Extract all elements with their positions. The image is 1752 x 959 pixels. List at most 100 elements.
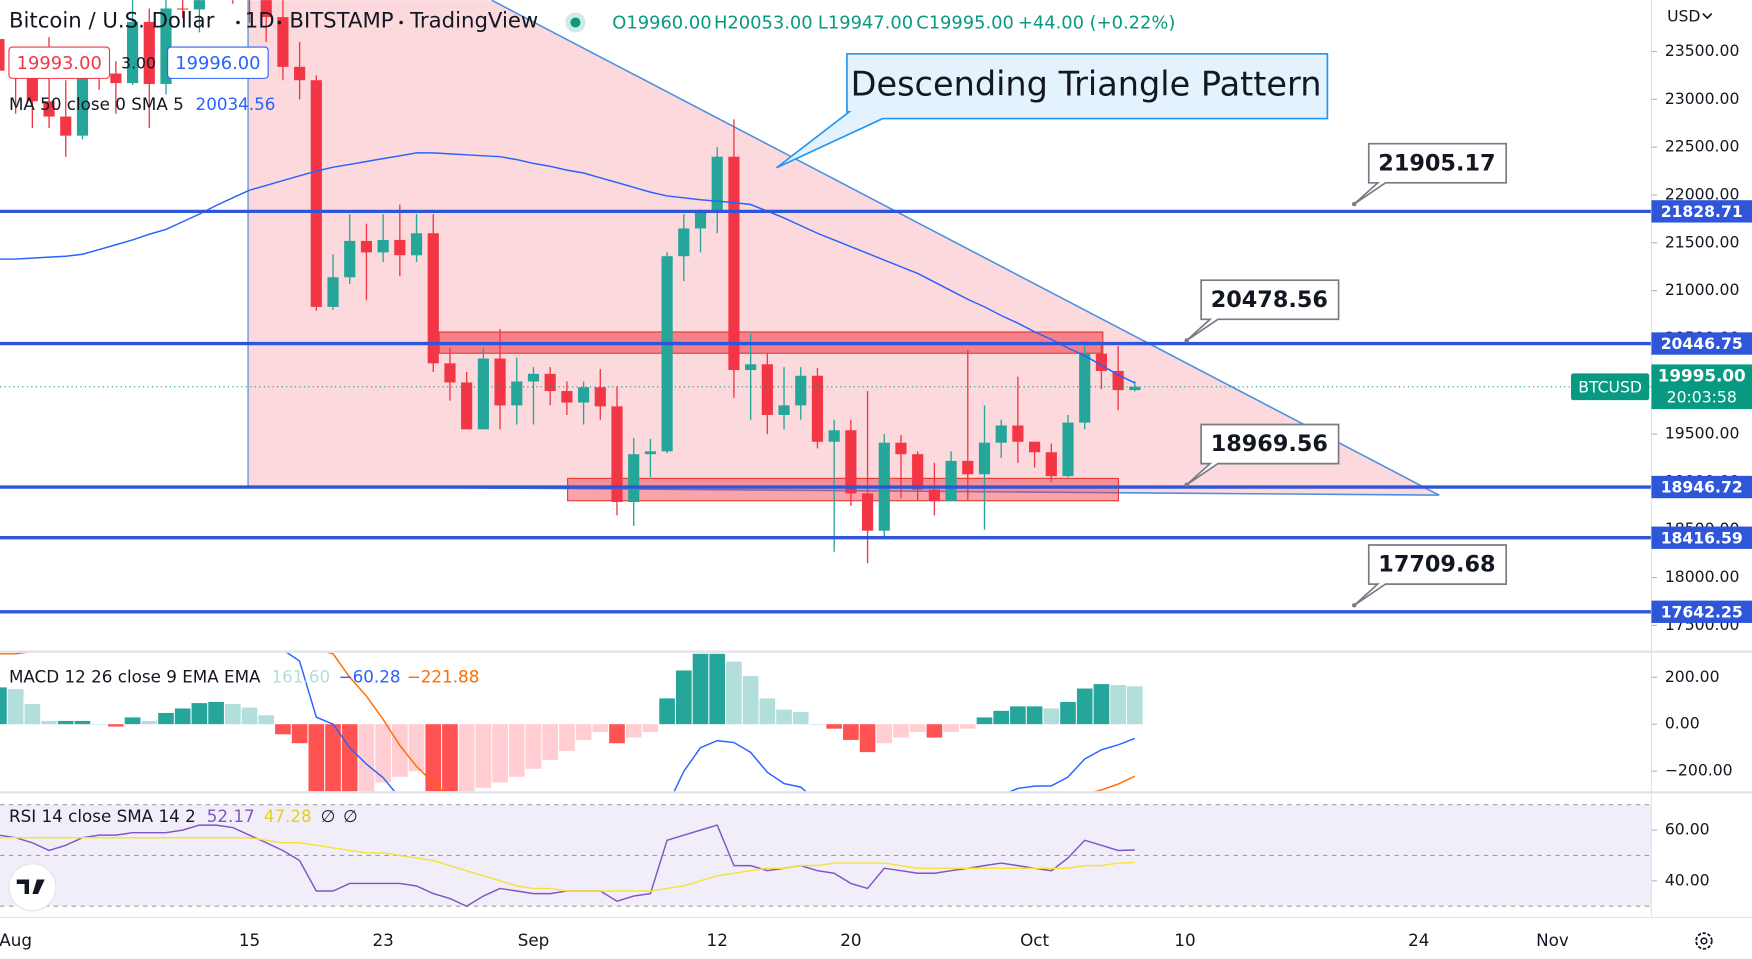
source: TradingView bbox=[409, 8, 538, 33]
rsi-extra: ∅ bbox=[321, 806, 336, 826]
macd-bar bbox=[542, 724, 559, 760]
macd-bar bbox=[1093, 684, 1110, 725]
candle-body bbox=[995, 425, 1007, 443]
y-tick-label: 40.00 bbox=[1665, 870, 1710, 889]
macd-bar bbox=[609, 724, 625, 744]
macd-bar bbox=[341, 724, 358, 792]
last-price-tag bbox=[1651, 364, 1752, 410]
logo bbox=[16, 879, 45, 895]
macd-bar bbox=[1076, 688, 1093, 725]
callout-box bbox=[1353, 142, 1508, 205]
candle-body bbox=[260, 0, 272, 18]
macd-bar bbox=[943, 724, 959, 732]
candle-body bbox=[377, 239, 389, 253]
candle-body bbox=[1045, 452, 1057, 477]
rsi-line bbox=[0, 836, 1135, 892]
macd-bar bbox=[291, 724, 308, 744]
ask: 19996.00 bbox=[175, 53, 260, 74]
triangle-area bbox=[248, 0, 1440, 496]
callout-box bbox=[1186, 279, 1340, 342]
macd-bar bbox=[158, 712, 174, 725]
candle-body bbox=[1029, 441, 1041, 453]
level-tag-label: 21828.71 bbox=[1661, 202, 1743, 221]
callout-label: 17709.68 bbox=[1378, 552, 1495, 578]
candle-body bbox=[1129, 386, 1141, 391]
candle-body bbox=[60, 116, 72, 136]
settings-icon[interactable] bbox=[1695, 932, 1713, 950]
macd-bar bbox=[692, 653, 709, 725]
macd-bar bbox=[525, 724, 542, 769]
callout-box bbox=[1186, 423, 1340, 486]
macd-bar bbox=[776, 709, 792, 725]
candle-body bbox=[611, 406, 623, 503]
candle-body bbox=[494, 358, 506, 406]
countdown: 20:03:58 bbox=[1667, 387, 1737, 406]
candle-body bbox=[845, 430, 857, 494]
macd-bar bbox=[358, 724, 375, 792]
candle-body bbox=[828, 430, 840, 442]
level-tag bbox=[1651, 600, 1752, 623]
candle-body bbox=[544, 373, 556, 392]
candle-body bbox=[945, 460, 957, 502]
header: Bitcoin / U.S. Dollar 1D BITSTAMP Tradin… bbox=[8, 6, 1713, 950]
candle-body bbox=[778, 405, 790, 415]
macd-bar bbox=[174, 708, 191, 725]
y-tick-label: 22500.00 bbox=[1665, 137, 1740, 156]
candle-body bbox=[477, 358, 489, 430]
ma-line bbox=[0, 152, 1136, 384]
ohlc-low: L19947.00 bbox=[818, 13, 913, 34]
candle-body bbox=[978, 442, 991, 475]
rsi-pane bbox=[0, 804, 1652, 908]
macd-bar bbox=[408, 724, 425, 772]
candle-body bbox=[43, 101, 55, 117]
macd-bar bbox=[24, 704, 41, 725]
macd-bar bbox=[709, 653, 726, 725]
candle-body bbox=[644, 451, 656, 455]
candle-body bbox=[461, 382, 473, 430]
candle-body bbox=[527, 373, 540, 382]
x-tick-label: 15 bbox=[239, 930, 260, 950]
logo-badge[interactable] bbox=[8, 863, 57, 912]
level-tag-label: 20446.75 bbox=[1661, 334, 1743, 353]
candle-body bbox=[578, 387, 590, 403]
macd-bar bbox=[0, 687, 7, 725]
macd-bar bbox=[258, 715, 275, 725]
candle-body bbox=[678, 228, 690, 257]
candle-body bbox=[193, 0, 205, 10]
y-tick-label: 23000.00 bbox=[1665, 89, 1740, 108]
symbol: Bitcoin / U.S. Dollar bbox=[9, 8, 215, 33]
candle-body bbox=[294, 66, 306, 81]
ask-box[interactable] bbox=[167, 46, 269, 79]
bid-box[interactable] bbox=[8, 46, 111, 79]
level-tag-label: 18416.59 bbox=[1661, 528, 1743, 547]
candle-body bbox=[344, 240, 356, 278]
macd-bar bbox=[826, 724, 842, 729]
separator-dot bbox=[236, 20, 240, 25]
macd-bar bbox=[893, 724, 909, 738]
macd-bar bbox=[7, 689, 24, 725]
x-tick-label: 23 bbox=[372, 930, 393, 950]
annotation-text: Descending Triangle Pattern bbox=[851, 65, 1322, 104]
macd-bar bbox=[308, 724, 325, 792]
candle-body bbox=[728, 156, 740, 371]
currency[interactable]: USD bbox=[1667, 6, 1700, 25]
macd-bar bbox=[575, 724, 592, 740]
x-tick-label: Aug bbox=[0, 930, 32, 950]
candle-body bbox=[962, 460, 974, 475]
macd-bar bbox=[843, 724, 859, 740]
level-tag-label: 18946.72 bbox=[1661, 478, 1743, 497]
y-tick-label: 200.00 bbox=[1665, 667, 1720, 686]
candle-body bbox=[110, 73, 122, 84]
ohlc-close: C19995.00 bbox=[916, 13, 1014, 34]
settings-icon bbox=[1700, 937, 1708, 945]
macd-bar bbox=[742, 676, 759, 725]
exchange: BITSTAMP bbox=[289, 8, 393, 33]
y-tick-label: 21000.00 bbox=[1665, 280, 1740, 299]
macd-value: −60.28 bbox=[339, 666, 401, 686]
macd-bar bbox=[442, 724, 458, 792]
macd-legend: MACD 12 26 close 9 EMA EMA bbox=[9, 666, 261, 686]
macd-bar bbox=[1060, 701, 1076, 725]
macd-bar bbox=[74, 720, 91, 725]
